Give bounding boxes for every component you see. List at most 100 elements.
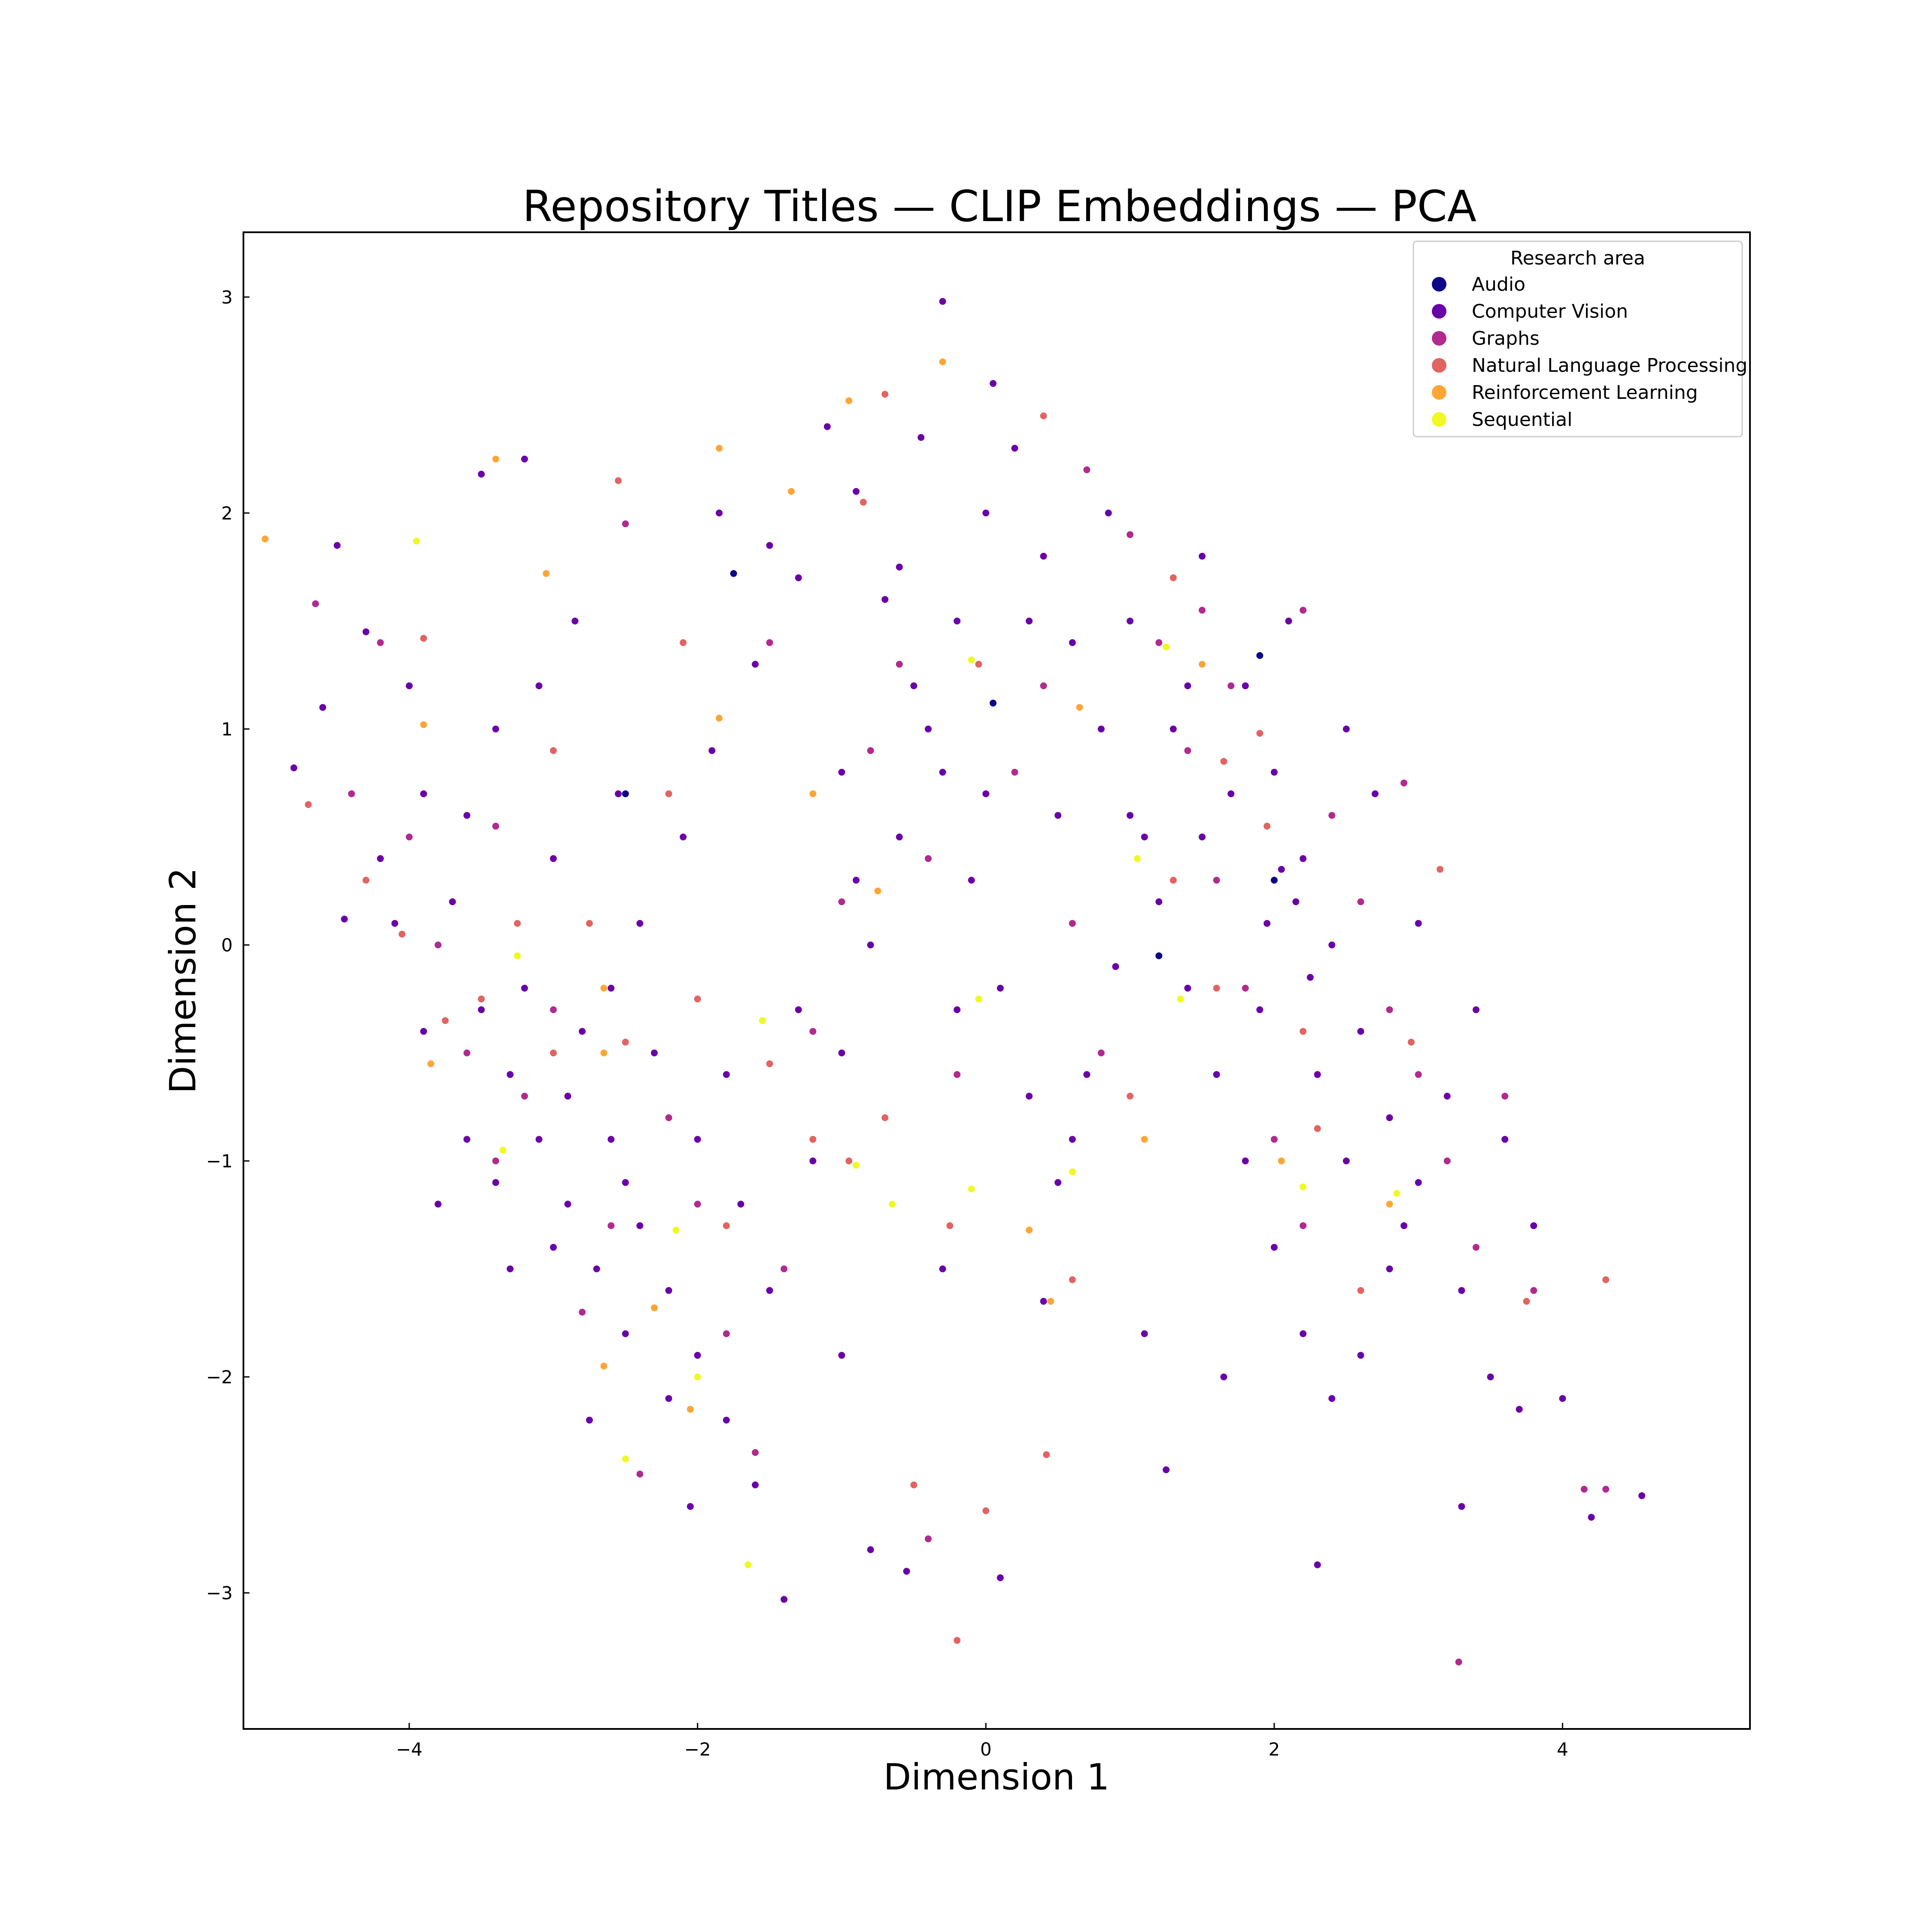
scatter-point bbox=[1127, 1093, 1134, 1100]
scatter-point bbox=[1227, 790, 1235, 797]
legend-label: Sequential bbox=[1472, 409, 1572, 431]
scatter-point bbox=[1588, 1514, 1595, 1521]
scatter-point bbox=[348, 790, 355, 797]
scatter-point bbox=[996, 984, 1004, 992]
scatter-point bbox=[550, 1049, 557, 1057]
scatter-point bbox=[795, 574, 802, 581]
scatter-point bbox=[975, 995, 982, 1002]
scatter-point bbox=[781, 1596, 788, 1603]
scatter-point bbox=[1242, 682, 1249, 690]
scatter-point bbox=[622, 1455, 629, 1463]
scatter-point bbox=[867, 1546, 874, 1553]
scatter-point bbox=[1242, 984, 1249, 992]
scatter-point bbox=[341, 915, 348, 923]
scatter-point bbox=[434, 1200, 442, 1208]
scatter-point bbox=[1040, 412, 1047, 419]
scatter-point bbox=[521, 1093, 528, 1100]
y-tick-label: 3 bbox=[221, 287, 233, 308]
scatter-point bbox=[1026, 617, 1033, 625]
scatter-point bbox=[1127, 531, 1134, 538]
legend-item: Audio bbox=[1432, 273, 1525, 295]
scatter-point bbox=[492, 823, 499, 830]
scatter-point bbox=[579, 1028, 586, 1035]
scatter-point bbox=[1530, 1287, 1537, 1294]
scatter-point bbox=[420, 1028, 427, 1035]
scatter-point bbox=[1220, 1373, 1227, 1381]
scatter-point bbox=[1270, 877, 1278, 884]
scatter-point bbox=[1602, 1485, 1610, 1493]
scatter-point bbox=[600, 1362, 608, 1370]
scatter-point bbox=[622, 1330, 629, 1337]
scatter-point bbox=[1069, 1136, 1076, 1143]
scatter-point bbox=[1386, 1265, 1393, 1273]
scatter-point bbox=[1069, 1276, 1076, 1283]
scatter-point bbox=[571, 617, 579, 625]
x-tick-label: 0 bbox=[980, 1739, 992, 1760]
scatter-point bbox=[1443, 1093, 1451, 1100]
scatter-point bbox=[881, 1114, 889, 1121]
scatter-point bbox=[1199, 833, 1206, 841]
scatter-point bbox=[1400, 1222, 1408, 1229]
scatter-point bbox=[1371, 790, 1379, 797]
legend-item: Graphs bbox=[1432, 328, 1540, 349]
legend: Research area Audio Computer Vision Graphs… bbox=[1413, 240, 1747, 437]
scatter-point bbox=[939, 769, 946, 776]
scatter-point bbox=[853, 877, 860, 884]
scatter-point bbox=[1523, 1298, 1530, 1305]
scatter-point bbox=[1127, 812, 1134, 819]
series-graphs bbox=[312, 466, 1610, 1666]
scatter-point bbox=[1278, 1157, 1285, 1164]
legend-marker bbox=[1432, 304, 1446, 319]
scatter-point bbox=[853, 1162, 860, 1169]
scatter-point bbox=[723, 1330, 730, 1337]
scatter-point bbox=[1227, 682, 1235, 690]
scatter-point bbox=[665, 1395, 672, 1402]
scatter-point bbox=[1314, 1071, 1321, 1078]
legend-marker bbox=[1432, 358, 1446, 373]
scatter-point bbox=[478, 471, 485, 478]
scatter-point bbox=[1199, 661, 1206, 668]
scatter-point bbox=[946, 1222, 954, 1229]
scatter-point bbox=[910, 682, 917, 690]
scatter-point bbox=[499, 1146, 507, 1154]
scatter-point bbox=[1054, 812, 1062, 819]
scatter-point bbox=[1443, 1157, 1451, 1164]
scatter-point bbox=[939, 358, 946, 365]
series-natural-language-processing bbox=[305, 391, 1610, 1644]
legend-marker bbox=[1432, 385, 1446, 400]
scatter-point bbox=[1069, 639, 1076, 646]
scatter-point bbox=[1314, 1561, 1321, 1568]
scatter-point bbox=[507, 1265, 514, 1273]
scatter-point bbox=[665, 1114, 672, 1121]
scatter-point bbox=[550, 1006, 557, 1013]
scatter-point bbox=[492, 456, 499, 463]
scatter-point bbox=[636, 1222, 644, 1229]
scatter-point bbox=[982, 1507, 990, 1514]
scatter-point bbox=[694, 1373, 701, 1381]
scatter-point bbox=[535, 1136, 543, 1143]
scatter-point bbox=[766, 542, 773, 549]
scatter-point bbox=[1083, 466, 1091, 474]
scatter-point bbox=[463, 1136, 471, 1143]
scatter-point bbox=[694, 1352, 701, 1359]
legend-item: Natural Language Processing bbox=[1432, 355, 1747, 377]
scatter-point bbox=[1386, 1114, 1393, 1121]
scatter-point bbox=[896, 833, 903, 841]
scatter-point bbox=[1292, 898, 1300, 905]
scatter-point bbox=[615, 477, 622, 484]
x-tick-label: 2 bbox=[1269, 1739, 1280, 1760]
scatter-point bbox=[1040, 1298, 1047, 1305]
scatter-point bbox=[1184, 984, 1191, 992]
legend-item: Sequential bbox=[1432, 409, 1572, 431]
scatter-point bbox=[608, 984, 615, 992]
scatter-point bbox=[1270, 1136, 1278, 1143]
scatter-point bbox=[507, 1071, 514, 1078]
scatter-point bbox=[665, 790, 672, 797]
scatter-point bbox=[680, 639, 687, 646]
scatter-point bbox=[752, 661, 759, 668]
scatter-point bbox=[608, 1222, 615, 1229]
scatter-point bbox=[1170, 726, 1177, 732]
scatter-point bbox=[672, 1227, 680, 1233]
scatter-point bbox=[622, 520, 629, 528]
scatter-point bbox=[1256, 652, 1264, 659]
